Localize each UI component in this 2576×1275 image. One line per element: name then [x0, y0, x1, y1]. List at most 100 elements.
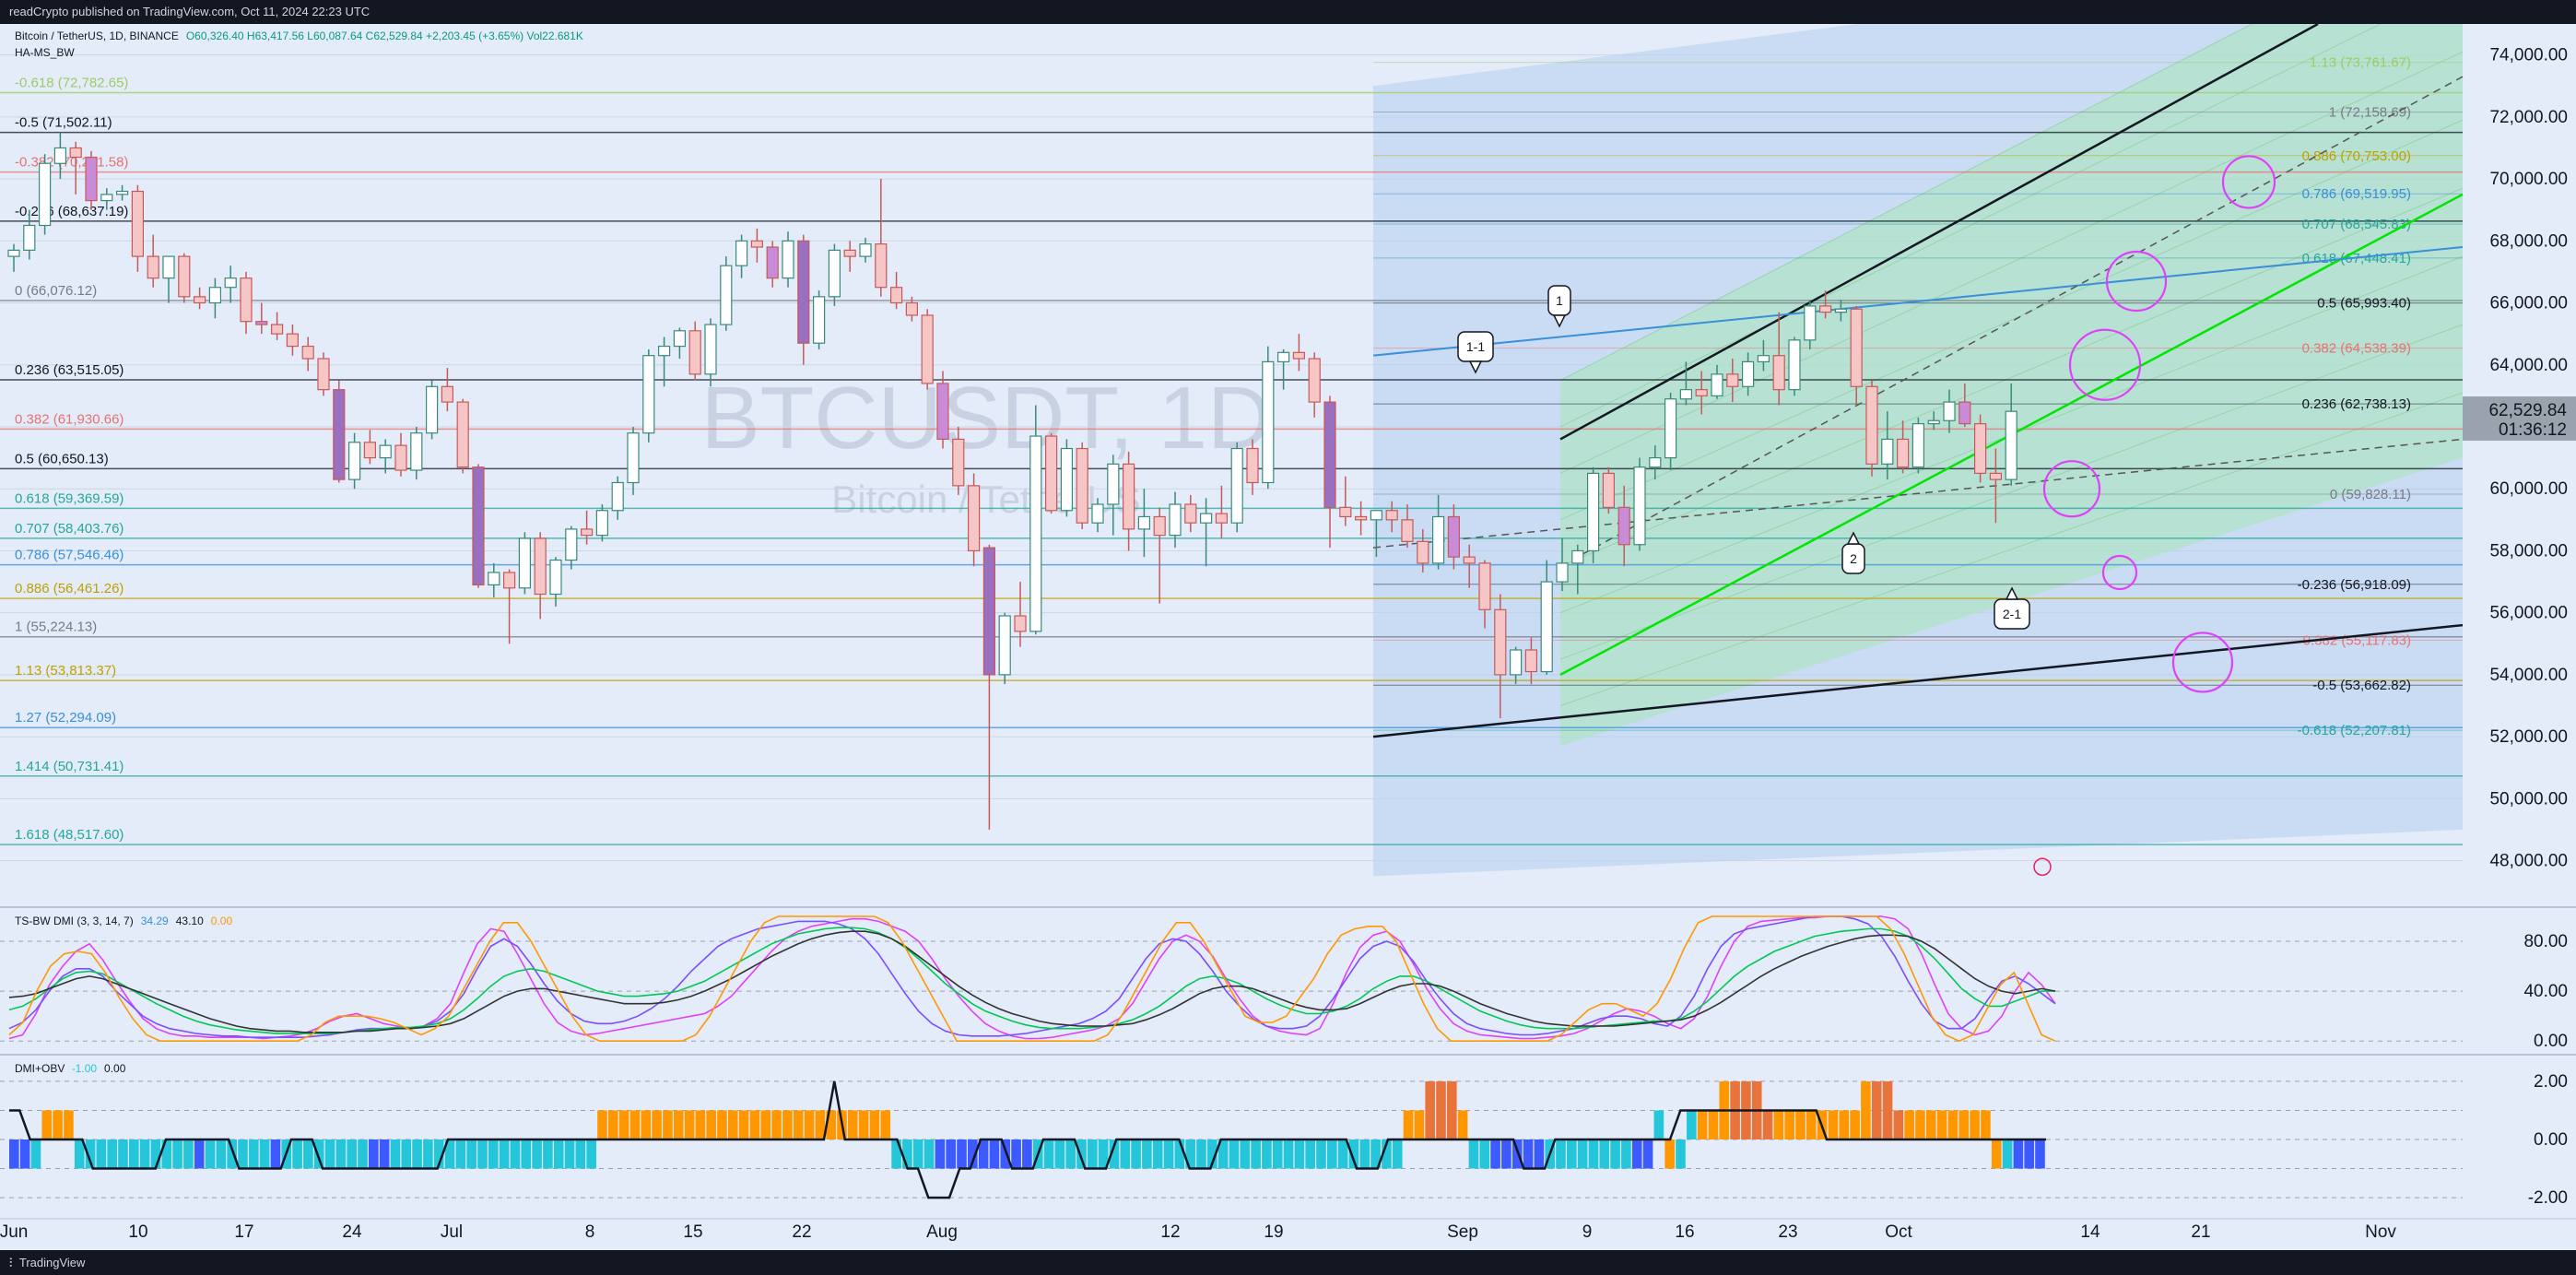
price-tick-label: 60,000.00 — [2489, 479, 2568, 499]
obv-bar — [553, 1139, 564, 1169]
fib-left-label: -0.5 (71,502.11) — [15, 115, 112, 131]
obv-bar — [499, 1139, 510, 1169]
obv-bar — [1120, 1139, 1131, 1169]
candle-body — [1385, 510, 1398, 521]
candle-body — [1447, 515, 1461, 558]
obv-bar — [303, 1139, 313, 1169]
candle-body — [843, 249, 856, 257]
candle-body — [472, 466, 485, 586]
obv-bar — [270, 1139, 281, 1169]
obv-bar — [238, 1139, 248, 1169]
candle-body — [162, 255, 175, 279]
candle-body — [38, 162, 52, 227]
dmi-tick-label: 80.00 — [2523, 932, 2568, 951]
candle-body — [1556, 562, 1569, 583]
candle-body — [982, 547, 996, 676]
obv-bar — [532, 1139, 542, 1169]
fib-right-label: -0.618 (52,207.81) — [2298, 723, 2411, 738]
target-circle — [2101, 554, 2138, 591]
obv-bar — [1926, 1110, 1936, 1139]
candle-body — [1958, 401, 1971, 425]
obv-bar — [74, 1139, 85, 1169]
obv-bar — [1163, 1139, 1174, 1169]
obv-bar — [663, 1110, 673, 1139]
candle-body — [1540, 581, 1553, 673]
candle-body — [627, 432, 640, 484]
candle-body — [1401, 519, 1414, 542]
obv-bar — [629, 1110, 641, 1139]
obv-bar — [129, 1139, 139, 1169]
candle-body — [1494, 608, 1507, 676]
candle-body — [1199, 513, 1213, 524]
fib-channel-level — [1559, 51, 2464, 474]
wave-callout-label: 2-1 — [2003, 607, 2021, 621]
fib-left-label: 0.5 (60,650.13) — [15, 451, 109, 466]
obv-bar — [521, 1139, 532, 1169]
candle-body — [271, 324, 284, 335]
obv-bar — [1076, 1139, 1087, 1169]
time-tick-label: 24 — [342, 1222, 362, 1242]
obv-bar — [150, 1139, 161, 1169]
candle-body — [1664, 398, 1677, 459]
obv-bar — [1806, 1110, 1817, 1139]
obv-bar — [1610, 1139, 1620, 1169]
obv-bar — [455, 1139, 466, 1169]
candle-body — [998, 615, 1011, 676]
fib-right-label: 1 (72,158.69) — [2329, 105, 2411, 121]
dmi-obv-pane: 2.00 0.00 -2.00 — [0, 1072, 2568, 1208]
candle-body — [1478, 562, 1491, 610]
obv-bar — [1098, 1139, 1109, 1169]
candle-body — [1323, 401, 1336, 508]
obv-bar — [869, 1110, 880, 1139]
candle-body — [85, 156, 98, 202]
watermark-name: Bitcoin / TetherUS — [831, 478, 1140, 521]
obv-bar — [313, 1139, 324, 1169]
candle-body — [1230, 447, 1243, 524]
chart-area[interactable]: BTCUSDT, 1D Bitcoin / TetherUS -0.618 (7… — [0, 24, 2576, 1250]
obv-bar — [597, 1110, 607, 1139]
obv-bar — [1392, 1139, 1403, 1169]
obv-bar — [2002, 1139, 2013, 1169]
candle-body — [194, 296, 206, 304]
candle-body — [1818, 305, 1832, 313]
candle-body — [1911, 423, 1924, 468]
legend-main: Bitcoin / TetherUS, 1D, BINANCE O60,326.4… — [15, 30, 583, 59]
wave-callout-pointer — [1846, 531, 1861, 545]
candle-body — [1014, 615, 1027, 632]
obv-bar — [902, 1139, 912, 1169]
obv-bar — [488, 1139, 499, 1169]
dmi-tick-label: 40.00 — [2523, 982, 2568, 1001]
dmi-series-line — [8, 930, 2056, 1033]
obv-bar — [466, 1139, 476, 1169]
candle-body — [2005, 410, 2017, 480]
fib-right-label: -0.236 (56,918.09) — [2298, 577, 2411, 593]
obv-bar — [1251, 1139, 1261, 1169]
obv-bar — [1828, 1110, 1839, 1139]
obv-bar — [30, 1139, 41, 1169]
candle-body — [1726, 373, 1739, 387]
obv-bar — [891, 1139, 901, 1169]
candle-body — [1897, 438, 1910, 468]
dmi-series-line — [8, 915, 2056, 1043]
wave-callout-pointer — [1468, 360, 1483, 374]
candle-body — [1524, 649, 1538, 673]
obv-bar — [1229, 1139, 1240, 1169]
obv-bar — [1936, 1110, 1947, 1139]
dmi-series-line — [8, 915, 2056, 1040]
candle-body — [782, 240, 794, 279]
candle-body — [642, 355, 655, 434]
dmi-pane: 80.00 40.00 0.00 — [0, 915, 2568, 1051]
time-tick-label: 16 — [1675, 1222, 1694, 1242]
obv-bar — [586, 1139, 596, 1169]
obv-bar — [1567, 1139, 1577, 1169]
fib-channel-level — [1559, 392, 2464, 706]
obv-bar — [401, 1139, 412, 1169]
price-tick-label: 70,000.00 — [2489, 170, 2568, 189]
obv-bar — [1795, 1110, 1806, 1139]
candle-body — [255, 321, 268, 325]
candle-body — [1029, 435, 1042, 632]
obv-bar — [423, 1139, 433, 1169]
obv-bar — [1501, 1139, 1511, 1169]
price-tick-label: 58,000.00 — [2489, 541, 2568, 561]
fib-left-label: 1.618 (48,517.60) — [15, 827, 124, 843]
